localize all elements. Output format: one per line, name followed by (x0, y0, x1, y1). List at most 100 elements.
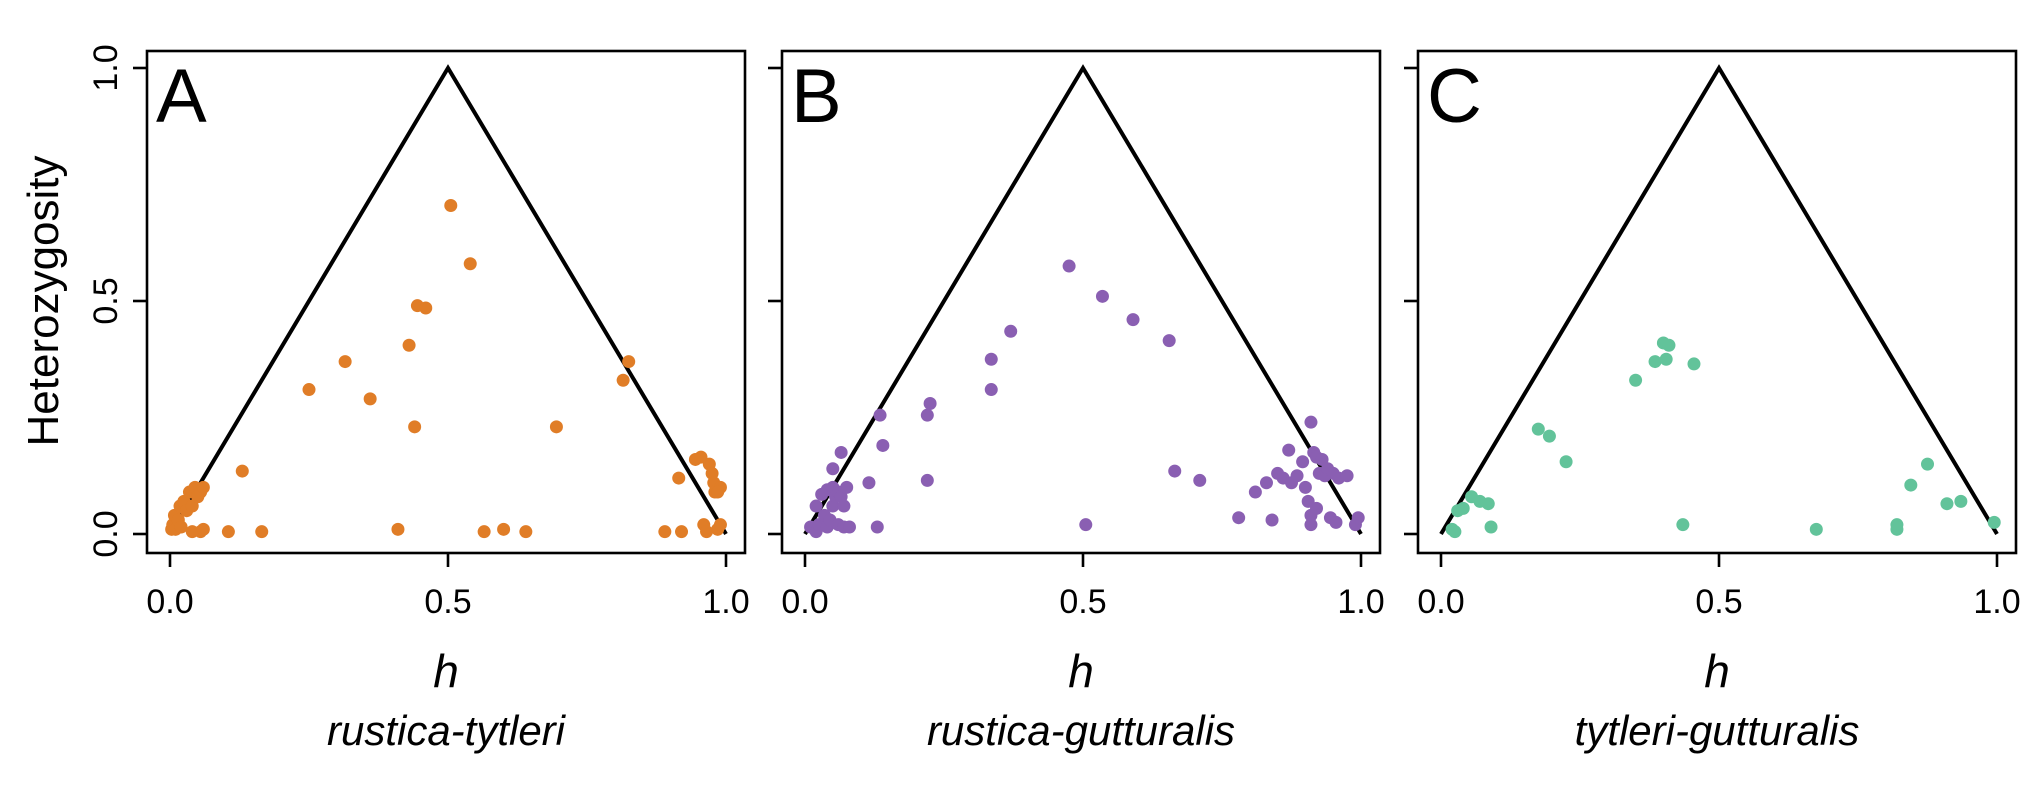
panel-b-x-axis-title: h (1068, 645, 1094, 697)
panel-b-point (873, 408, 887, 422)
panel-a-x-axis-title: h (433, 645, 459, 697)
panel-b-point (840, 480, 854, 494)
panel-c-x-axis-title: h (1704, 645, 1730, 697)
panel-b-point (862, 476, 876, 490)
panel-c-point (1921, 457, 1934, 471)
panel-c-point (1662, 338, 1676, 352)
panel-a-point (255, 525, 269, 539)
panel-a-point (221, 525, 235, 539)
panel-c-point (1904, 478, 1918, 492)
panel-b-point (1340, 469, 1354, 483)
panel-a-letter: A (156, 54, 207, 139)
panel-a-point (235, 464, 249, 478)
panel-a-point (196, 480, 210, 494)
panel-c-point (1648, 355, 1662, 369)
panel-b-point (834, 445, 848, 459)
panel-c-frame (1416, 49, 2018, 555)
panel-a-point (658, 525, 672, 539)
panel-a-x-tick-label: 1.0 (702, 583, 749, 621)
panel-a-point (675, 525, 689, 539)
panel-c-point (1676, 518, 1690, 532)
panel-c-x-tick-label: 0.0 (1417, 583, 1464, 621)
panel-b-point (1259, 476, 1273, 490)
panel-b-x-tick-label: 1.0 (1337, 583, 1384, 621)
panel-b-point (1298, 480, 1312, 494)
panel-b-point (1232, 511, 1246, 525)
panel-a-point (519, 525, 533, 539)
panel-c-point (1531, 422, 1545, 436)
panel-c-point (1809, 522, 1823, 536)
panel-b-point (1062, 259, 1076, 273)
panel-a-point (463, 257, 477, 271)
panel-c-point (1940, 497, 1954, 511)
panel-a-point (711, 485, 725, 499)
panel-c-letter: C (1427, 54, 1482, 139)
panel-b-point (1004, 324, 1018, 338)
panel-c-point (1987, 515, 2001, 529)
panel-b-point (1126, 313, 1140, 327)
panel-b-point (837, 499, 851, 513)
panel-b-point (876, 438, 890, 452)
panel-c-point (1484, 520, 1498, 534)
panel-a-point (391, 522, 405, 536)
panel-c-triangle (1439, 64, 1999, 536)
panel-a-point (713, 518, 727, 532)
panel-b-point (920, 408, 934, 422)
panel-a-point (402, 338, 416, 352)
panel-c-point (1890, 518, 1904, 532)
panel-b-point (1248, 485, 1262, 499)
panel-b-point (1304, 415, 1318, 429)
panel-a-point (196, 522, 210, 536)
panel-a-point (497, 522, 511, 536)
panel-c-point (1559, 455, 1573, 469)
panel-b-point (984, 383, 998, 397)
panel-b-point (984, 352, 998, 366)
panel-b-point (870, 520, 884, 534)
panel-a-point (185, 525, 199, 539)
panel-a-point (174, 520, 188, 534)
panel-c-x-tick-label: 1.0 (1973, 583, 2020, 621)
panel-b-point (1193, 473, 1207, 487)
panel-a-point (338, 355, 352, 369)
panel-b-point (1168, 464, 1182, 478)
panel-a-point (622, 355, 636, 369)
panel-b-point (1304, 518, 1318, 532)
panel-c-point (1481, 497, 1495, 511)
panel-c-point (1629, 373, 1643, 387)
panel-c-point (1448, 525, 1462, 539)
panel-a-y-tick-label: 0.0 (87, 510, 125, 557)
panel-b-point (1095, 289, 1109, 303)
panel-b-point (1290, 469, 1304, 483)
panel-b-pair-label: rustica-gutturalis (927, 707, 1235, 754)
panel-c-point (1687, 357, 1701, 371)
panel-b-point (1296, 455, 1310, 469)
panel-b-letter: B (791, 54, 842, 139)
panel-b-triangle (803, 64, 1363, 536)
panel-b-point (1329, 515, 1343, 529)
panel-a-x-tick-label: 0.0 (146, 583, 193, 621)
panel-c-point (1542, 429, 1556, 443)
panel-b-point (1310, 501, 1324, 515)
panel-b-point (923, 397, 937, 411)
panel-b-point (826, 462, 840, 476)
panel-a-point (408, 420, 422, 434)
panel-b-point (1079, 518, 1093, 532)
panel-a-point (549, 420, 563, 434)
panel-b-point (920, 473, 934, 487)
panel-a-pair-label: rustica-tytleri (327, 707, 567, 754)
panel-c-point (1456, 501, 1470, 515)
panel-a-point (700, 525, 714, 539)
panel-a-triangle (168, 64, 728, 536)
panel-b-point (1162, 334, 1176, 348)
panel-b-point (842, 520, 856, 534)
panel-c-x-tick-label: 0.5 (1695, 583, 1742, 621)
panel-a-point (302, 383, 316, 397)
panel-a-y-tick-label: 0.5 (87, 277, 125, 324)
panel-a-point (477, 525, 491, 539)
panel-b-point (1265, 513, 1279, 527)
panel-b-point (1351, 511, 1365, 525)
panel-a-y-tick-label: 1.0 (87, 44, 125, 91)
panel-b-x-tick-label: 0.0 (781, 583, 828, 621)
panel-a-point (672, 471, 686, 485)
